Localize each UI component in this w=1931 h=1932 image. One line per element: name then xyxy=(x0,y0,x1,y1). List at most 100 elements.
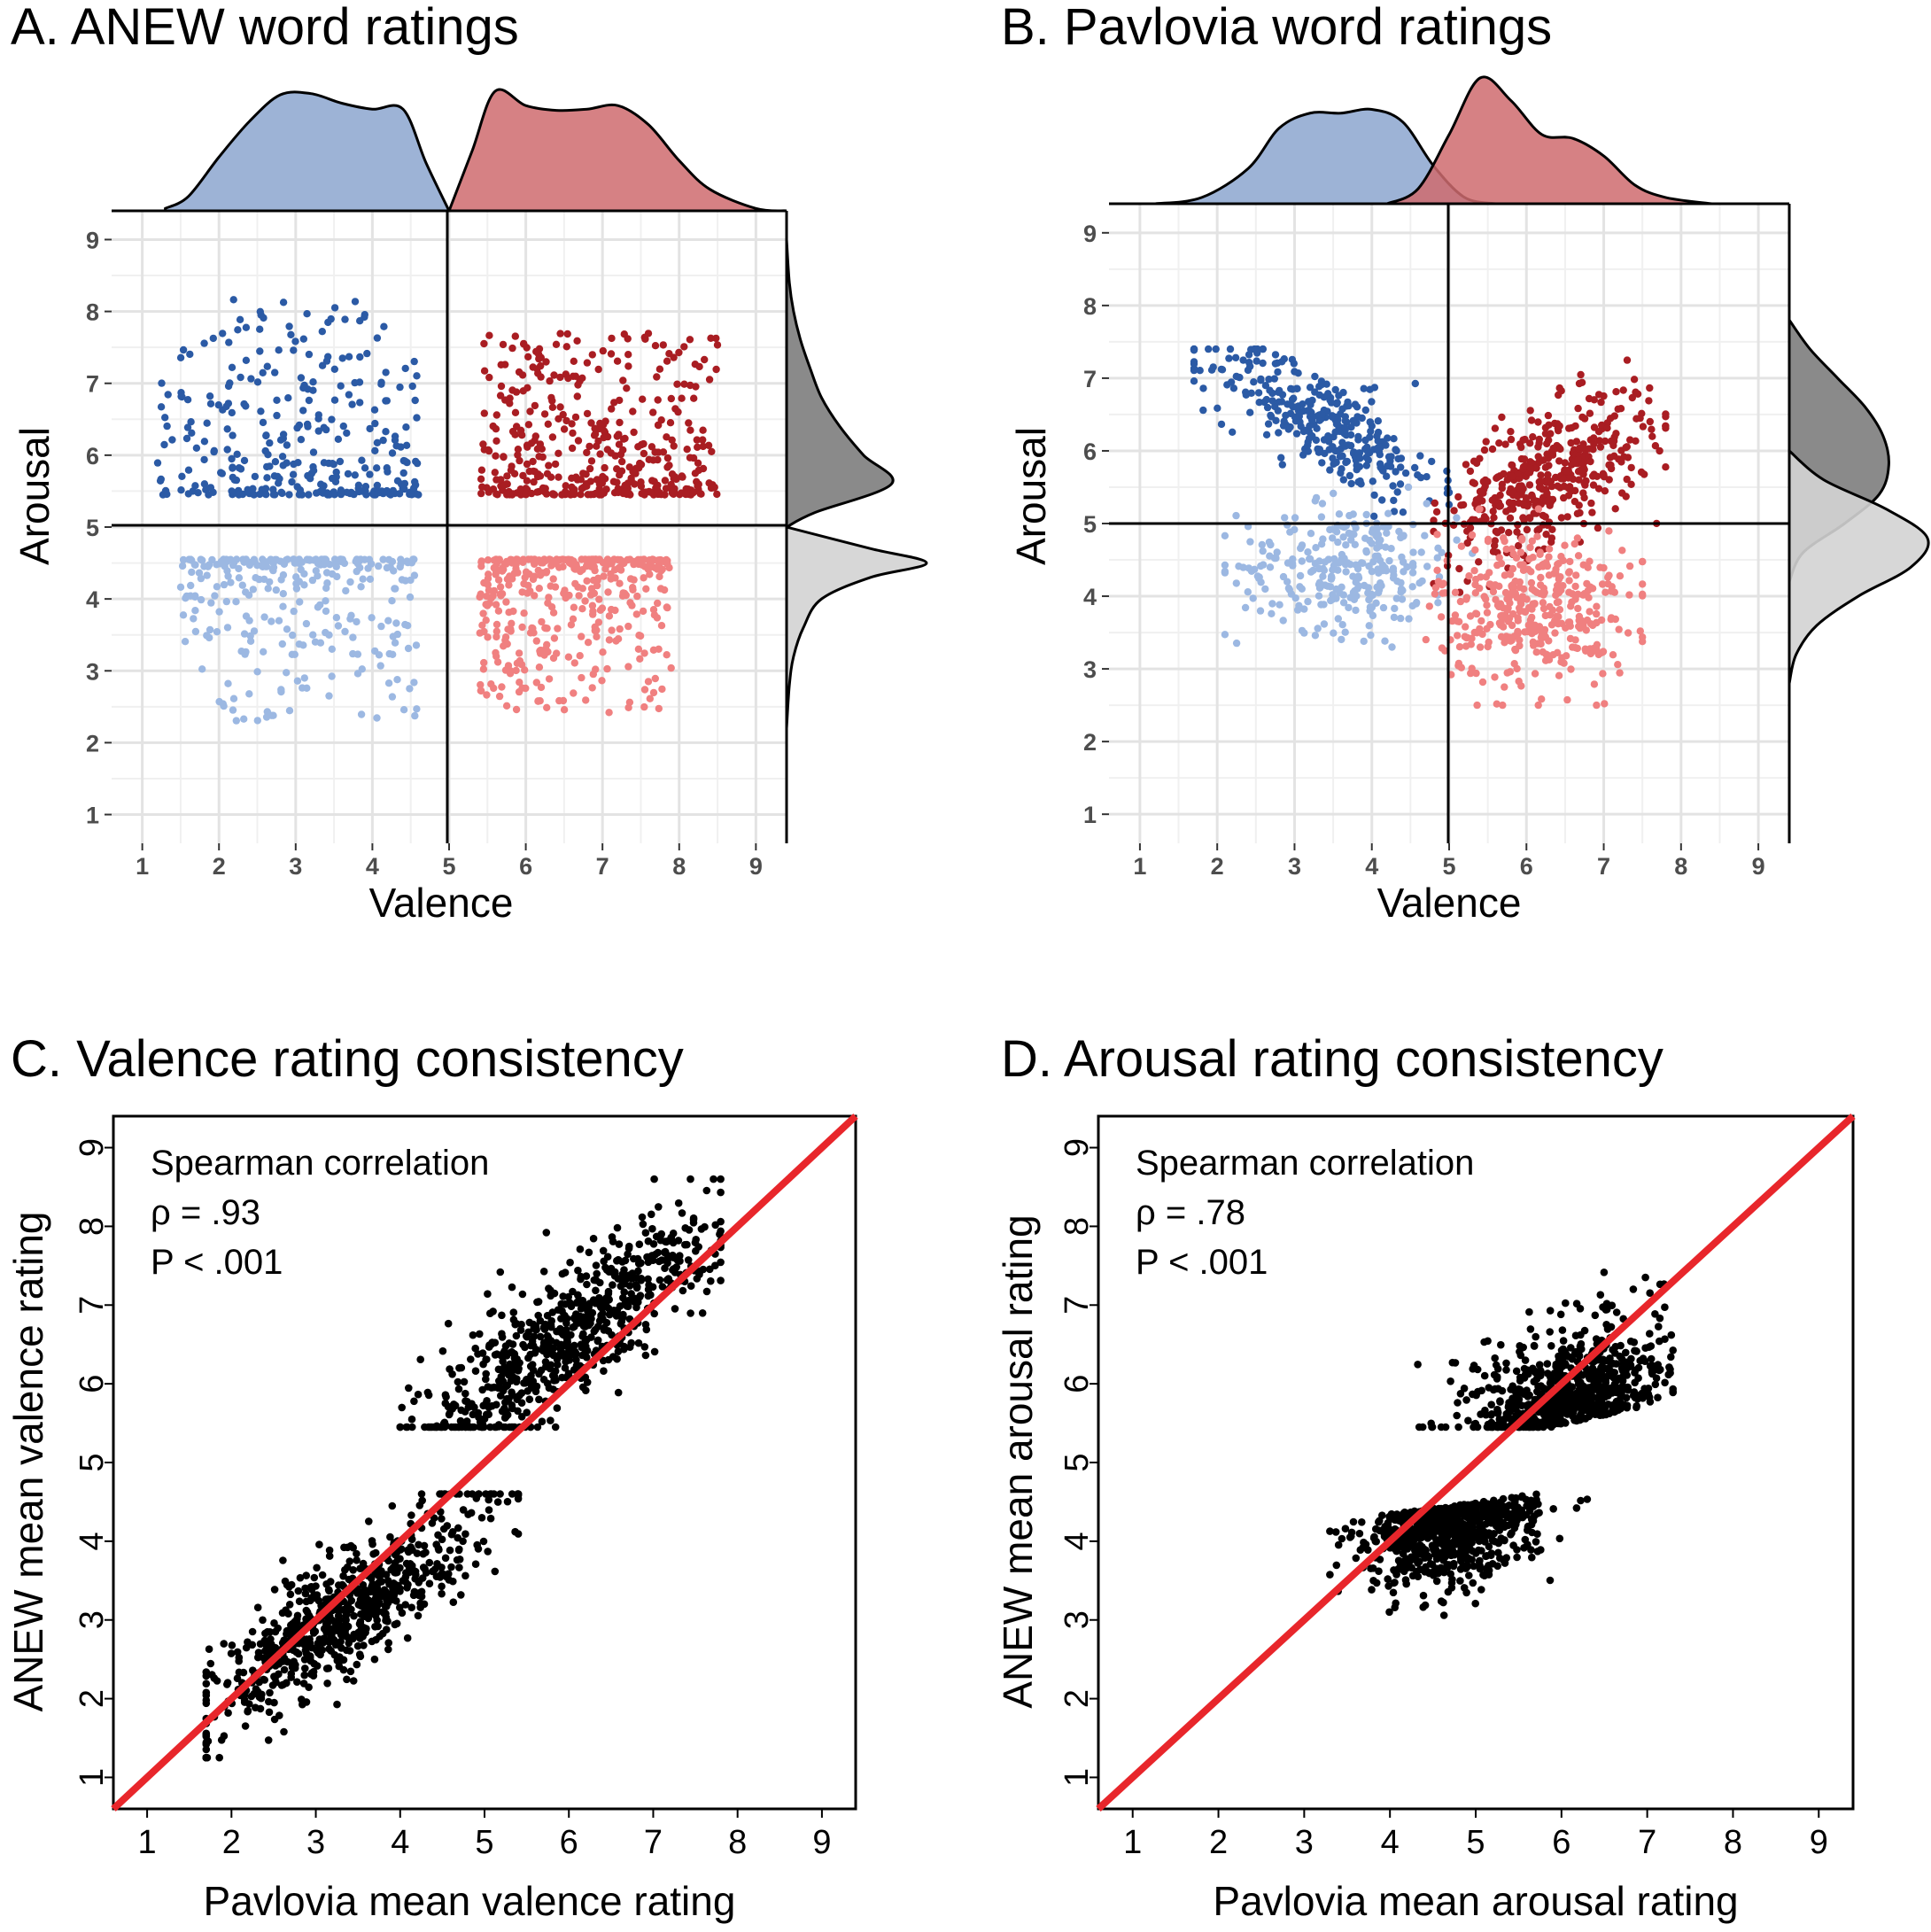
panel-a-point-positive-low-arousal xyxy=(640,702,648,711)
panel-a-point-positive-low-arousal xyxy=(593,581,601,590)
panel-a-point-negative-high-arousal xyxy=(358,456,366,464)
panel-a-point-positive-high-arousal xyxy=(584,491,592,499)
panel-d-point-low-arousal-words xyxy=(1428,1541,1437,1549)
panel-c-point-negative-words xyxy=(322,1628,330,1636)
panel-b-point-negative-high-arousal xyxy=(1306,384,1314,392)
panel-c-point-negative-words xyxy=(353,1556,361,1564)
panel-b-point-negative-low-arousal xyxy=(1417,548,1425,556)
panel-a-point-positive-high-arousal xyxy=(493,491,501,499)
panel-c-point-negative-words xyxy=(372,1602,381,1610)
panel-a-point-negative-low-arousal xyxy=(262,713,271,721)
panel-a-point-positive-low-arousal xyxy=(619,589,627,597)
panel-a-point-negative-high-arousal xyxy=(182,434,191,443)
panel-b-point-positive-low-arousal xyxy=(1506,668,1515,676)
panel-a-point-positive-high-arousal xyxy=(570,357,578,365)
panel-a-point-positive-high-arousal xyxy=(663,433,671,441)
panel-b-point-negative-high-arousal xyxy=(1356,454,1364,462)
panel-c-point-negative-words xyxy=(433,1560,441,1568)
panel-a-point-negative-high-arousal xyxy=(330,461,337,469)
panel-c-point-negative-words xyxy=(477,1514,486,1522)
panel-b-point-positive-high-arousal xyxy=(1572,438,1581,446)
panel-a-point-negative-high-arousal xyxy=(328,474,337,483)
panel-b-point-positive-low-arousal xyxy=(1541,611,1550,620)
panel-a-point-negative-high-arousal xyxy=(305,396,314,405)
panel-a-point-negative-high-arousal xyxy=(330,365,338,373)
panel-a-point-negative-high-arousal xyxy=(279,299,288,306)
panel-a-point-negative-high-arousal xyxy=(399,469,407,477)
panel-d-point-low-arousal-words xyxy=(1422,1563,1430,1571)
panel-a-point-negative-low-arousal xyxy=(322,584,330,593)
panel-b-point-positive-low-arousal xyxy=(1615,625,1623,633)
panel-a-point-positive-high-arousal xyxy=(619,446,627,454)
panel-b-point-positive-low-arousal xyxy=(1573,534,1582,542)
panel-a-point-positive-low-arousal xyxy=(502,557,511,566)
panel-c-point-positive-words xyxy=(706,1265,714,1274)
panel-b-point-negative-high-arousal xyxy=(1304,447,1313,455)
panel-c-x-tick-label: 4 xyxy=(391,1824,409,1861)
panel-d-point-low-arousal-words xyxy=(1456,1577,1464,1585)
panel-c-point-negative-words xyxy=(252,1703,260,1711)
panel-a-point-positive-high-arousal xyxy=(563,330,571,338)
panel-b-point-positive-high-arousal xyxy=(1545,421,1553,429)
panel-b-point-positive-high-arousal xyxy=(1432,508,1441,516)
panel-b-point-negative-high-arousal xyxy=(1331,385,1339,394)
panel-b-point-positive-low-arousal xyxy=(1538,695,1546,703)
panel-a-point-negative-low-arousal xyxy=(314,572,322,580)
panel-a-point-negative-high-arousal xyxy=(158,379,166,387)
panel-c-point-negative-words xyxy=(306,1652,314,1660)
panel-c-point-negative-words xyxy=(417,1490,426,1498)
panel-c-point-positive-words xyxy=(533,1423,542,1432)
panel-b-point-negative-low-arousal xyxy=(1258,540,1267,549)
panel-c-point-positive-words xyxy=(396,1423,405,1432)
panel-b-point-positive-low-arousal xyxy=(1571,582,1579,591)
panel-b-point-positive-high-arousal xyxy=(1517,443,1525,452)
panel-b-point-positive-low-arousal xyxy=(1529,554,1537,562)
panel-c-point-negative-words xyxy=(272,1678,280,1687)
panel-a-point-negative-high-arousal xyxy=(237,373,244,382)
panel-c-point-negative-words xyxy=(449,1577,457,1586)
panel-c-x-tick-label: 2 xyxy=(222,1824,241,1861)
panel-a-point-negative-high-arousal xyxy=(361,483,370,491)
panel-c-point-negative-words xyxy=(358,1592,367,1601)
panel-c-point-positive-words xyxy=(581,1301,589,1309)
panel-a-point-negative-high-arousal xyxy=(388,449,397,457)
panel-c-point-positive-words xyxy=(707,1276,715,1285)
panel-a-point-positive-high-arousal xyxy=(680,343,688,351)
panel-b-point-negative-low-arousal xyxy=(1342,568,1350,576)
panel-d-point-low-arousal-words xyxy=(1528,1553,1536,1562)
panel-b-point-negative-low-arousal xyxy=(1307,568,1315,576)
panel-c-point-positive-words xyxy=(597,1303,605,1312)
panel-b-x-label: Valence xyxy=(1377,880,1522,926)
panel-a-point-positive-low-arousal xyxy=(493,658,502,666)
panel-a-point-positive-low-arousal xyxy=(571,579,579,588)
panel-b-point-positive-low-arousal xyxy=(1528,605,1536,613)
panel-b-point-positive-high-arousal xyxy=(1525,481,1534,489)
panel-a-point-positive-low-arousal xyxy=(559,555,567,563)
panel-b-point-positive-high-arousal xyxy=(1586,457,1594,466)
panel-b-point-positive-high-arousal xyxy=(1508,461,1516,469)
panel-c-point-negative-words xyxy=(454,1533,461,1542)
panel-a-point-negative-high-arousal xyxy=(341,315,349,323)
panel-b-point-positive-low-arousal xyxy=(1534,505,1543,513)
panel-b-point-positive-high-arousal xyxy=(1575,476,1583,484)
panel-c-point-positive-words xyxy=(600,1323,609,1332)
panel-b-point-negative-low-arousal xyxy=(1347,536,1355,544)
panel-a-point-positive-high-arousal xyxy=(666,419,675,427)
panel-a-point-positive-high-arousal xyxy=(533,488,541,496)
panel-c-point-positive-words xyxy=(594,1323,602,1331)
panel-a-point-positive-high-arousal xyxy=(608,405,616,413)
panel-a-point-positive-low-arousal xyxy=(655,572,663,581)
panel-a-point-negative-high-arousal xyxy=(314,415,322,423)
panel-b-point-negative-high-arousal xyxy=(1317,380,1326,389)
panel-a-point-positive-high-arousal xyxy=(591,430,600,438)
panel-b-point-negative-low-arousal xyxy=(1393,578,1401,586)
panel-c-point-negative-words xyxy=(384,1599,392,1607)
panel-a-point-positive-low-arousal xyxy=(665,563,673,572)
panel-a-point-negative-high-arousal xyxy=(366,424,374,433)
panel-a-point-negative-high-arousal xyxy=(371,419,379,428)
panel-c-point-negative-words xyxy=(396,1563,404,1572)
panel-a-point-positive-low-arousal xyxy=(655,704,663,713)
panel-d-point-low-arousal-words xyxy=(1577,1496,1585,1505)
panel-c-point-negative-words xyxy=(290,1657,299,1665)
